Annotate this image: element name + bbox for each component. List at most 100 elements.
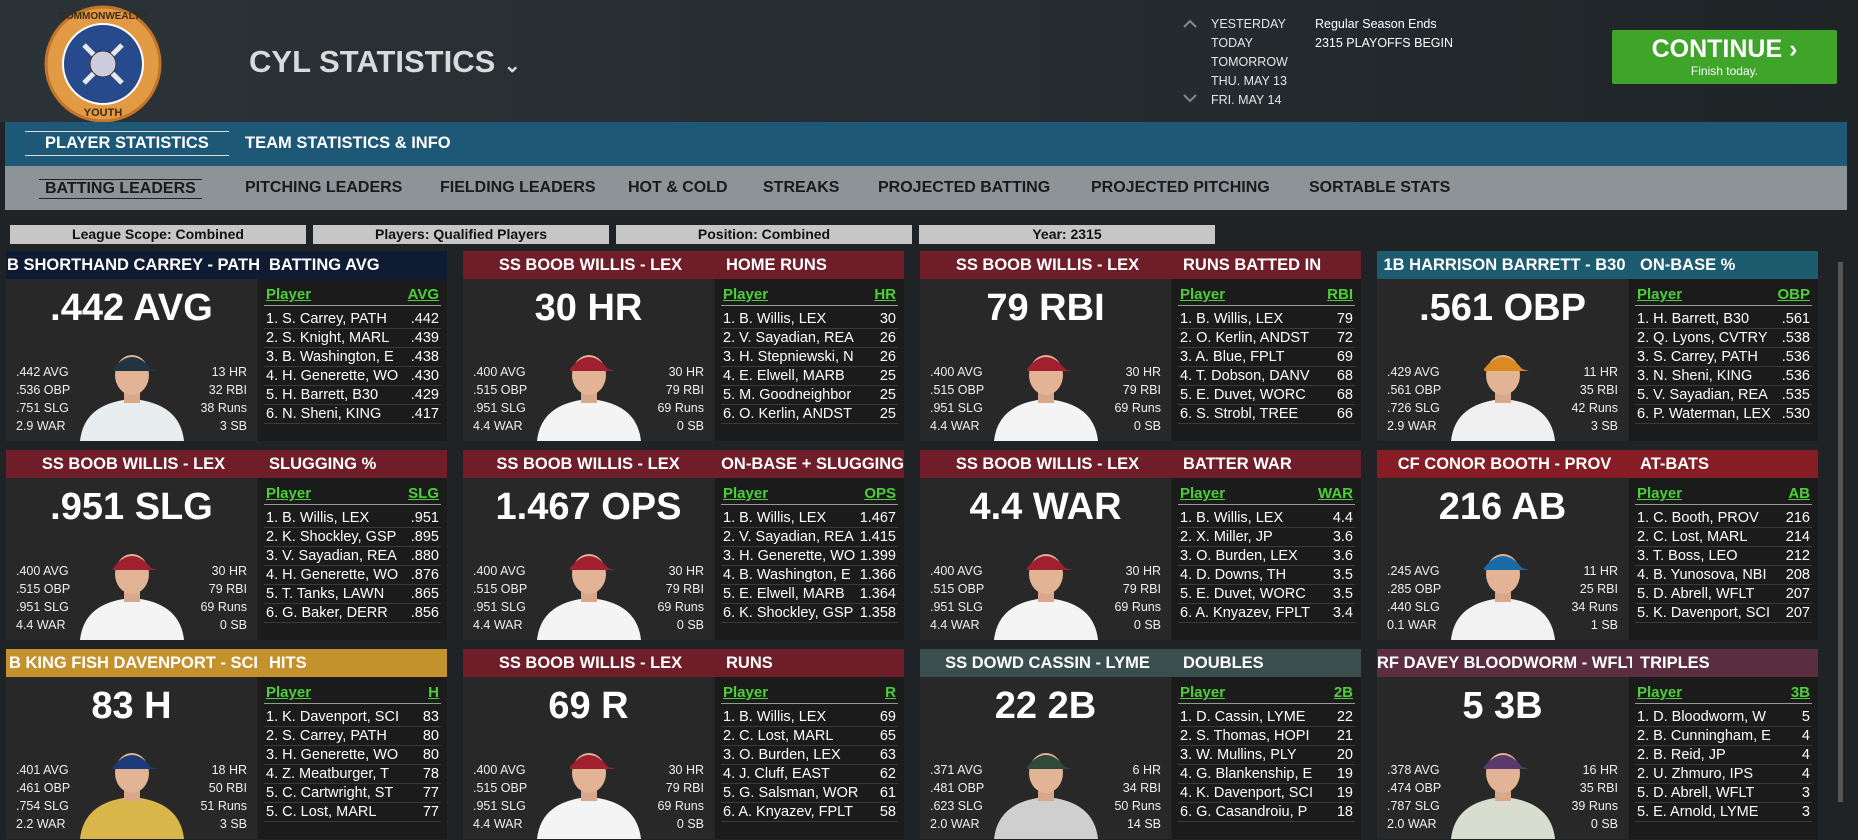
subtab[interactable]: PROJECTED PITCHING — [1091, 179, 1270, 196]
player-name[interactable]: RF DAVEY BLOODWORM - WFLT — [1377, 654, 1632, 672]
leader-row[interactable]: 2. Q. Lyons, CVTRY .538 — [1635, 329, 1812, 348]
leader-name[interactable]: 5. D. Abrell, WFLT — [1637, 785, 1755, 801]
column-header[interactable]: AVG — [407, 286, 439, 303]
leader-row[interactable]: 5. V. Sayadian, REA .535 — [1635, 386, 1812, 405]
leader-name[interactable]: 6. O. Kerlin, ANDST — [723, 406, 852, 422]
leader-name[interactable]: 4. G. Blankenship, E — [1180, 766, 1313, 782]
label[interactable]: CONTINUE — [1651, 35, 1783, 63]
leader-row[interactable]: 1. B. Willis, LEX 1.467 — [721, 509, 898, 528]
player-name[interactable]: SS BOOB WILLIS - LEX — [496, 455, 680, 473]
column-header[interactable]: Player — [1180, 684, 1226, 701]
leader-row[interactable]: 4. H. Generette, WO .430 — [264, 367, 441, 386]
leader-row[interactable]: 2. S. Knight, MARL .439 — [264, 329, 441, 348]
leader-row[interactable]: 3. H. Generette, WO 80 — [264, 746, 441, 765]
date-item[interactable]: TOMORROW — [1211, 55, 1288, 69]
continue-button[interactable]: CONTINUE › Finish today. — [1612, 30, 1837, 84]
leader-row[interactable]: 3. N. Sheni, KING .536 — [1635, 367, 1812, 386]
leader-name[interactable]: 2. C. Lost, MARL — [723, 728, 834, 744]
leader-row[interactable]: 2. S. Thomas, HOPI 21 — [1178, 727, 1355, 746]
leader-name[interactable]: 6. N. Sheni, KING — [266, 406, 382, 422]
leader-name[interactable]: 1. B. Willis, LEX — [723, 709, 827, 725]
leader-row[interactable]: 3. H. Stepniewski, N 26 — [721, 348, 898, 367]
column-header[interactable]: AB — [1788, 485, 1810, 502]
leader-row[interactable]: 1. B. Willis, LEX 79 — [1178, 310, 1355, 329]
subtab[interactable]: FIELDING LEADERS — [440, 179, 596, 196]
column-header[interactable]: Player — [1637, 684, 1683, 701]
column-header[interactable]: R — [885, 684, 896, 701]
player-name[interactable]: SS BOOB WILLIS - LEX — [498, 256, 683, 274]
leader-row[interactable]: 5. H. Barrett, B30 .429 — [264, 386, 441, 405]
leader-row[interactable]: 3. S. Carrey, PATH .536 — [1635, 348, 1812, 367]
leader-row[interactable]: 4. D. Downs, TH 3.5 — [1178, 566, 1355, 585]
leader-name[interactable]: 3. A. Blue, FPLT — [1180, 349, 1285, 365]
column-header[interactable]: Player — [1180, 286, 1226, 303]
player-name[interactable]: B KING FISH DAVENPORT - SCI — [8, 654, 259, 672]
leader-row[interactable]: 6. N. Sheni, KING .417 — [264, 405, 441, 424]
leader-row[interactable]: 3. W. Mullins, PLY 20 — [1178, 746, 1355, 765]
leader-name[interactable]: 4. B. Yunosova, NBI — [1637, 567, 1767, 583]
leader-row[interactable]: 4. B. Washington, E 1.366 — [721, 566, 898, 585]
player-name[interactable]: SS BOOB WILLIS - LEX — [955, 455, 1140, 473]
leader-name[interactable]: 6. A. Knyazev, FPLT — [1180, 605, 1311, 621]
leader-row[interactable]: 4. H. Generette, WO .876 — [264, 566, 441, 585]
column-header[interactable]: 3B — [1790, 684, 1810, 701]
leader-row[interactable]: 3. H. Generette, WO 1.399 — [721, 547, 898, 566]
leader-row[interactable]: 5. D. Abrell, WFLT 3 — [1635, 784, 1812, 803]
leader-name[interactable]: 3. H. Stepniewski, N — [723, 349, 854, 365]
button-sub[interactable]: Finish today. — [1690, 64, 1759, 78]
leader-name[interactable]: 5. M. Goodneighbor — [723, 387, 852, 403]
leader-row[interactable]: 5. M. Goodneighbor 25 — [721, 386, 898, 405]
player-name[interactable]: SS DOWD CASSIN - LYME — [945, 654, 1150, 672]
leader-name[interactable]: 2. B. Cunningham, E — [1637, 728, 1771, 744]
column-header[interactable]: Player — [723, 286, 769, 303]
filter-dropdown[interactable]: League Scope: Combined — [10, 225, 306, 244]
leader-name[interactable]: 5. E. Arnold, LYME — [1637, 804, 1759, 820]
leader-name[interactable]: 2. O. Kerlin, ANDST — [1180, 330, 1309, 346]
subtab[interactable]: PROJECTED BATTING — [878, 179, 1051, 196]
button-label[interactable]: CONTINUE › — [1651, 35, 1798, 63]
leader-name[interactable]: 4. E. Elwell, MARB — [723, 368, 845, 384]
leader-name[interactable]: 6. G. Casandroiu, P — [1180, 804, 1308, 820]
leader-row[interactable]: 2. C. Lost, MARL 214 — [1635, 528, 1812, 547]
leader-name[interactable]: 3. W. Mullins, PLY — [1180, 747, 1297, 763]
leader-name[interactable]: 1. B. Willis, LEX — [723, 510, 827, 526]
player-name[interactable]: SS BOOB WILLIS - LEX — [955, 256, 1140, 274]
leader-name[interactable]: 2. B. Reid, JP — [1637, 747, 1726, 763]
filter-dropdown[interactable]: Players: Qualified Players — [313, 225, 609, 244]
date-item[interactable]: THU. MAY 13 — [1211, 74, 1287, 88]
leader-name[interactable]: 3. O. Burden, LEX — [1180, 548, 1298, 564]
leader-name[interactable]: 4. H. Generette, WO — [266, 567, 399, 583]
leader-row[interactable]: 6. P. Waterman, LEX .530 — [1635, 405, 1812, 424]
leader-row[interactable]: 2. X. Miller, JP 3.6 — [1178, 528, 1355, 547]
column-header[interactable]: WAR — [1318, 485, 1353, 502]
filter-dropdown[interactable]: Year: 2315 — [919, 225, 1215, 244]
leader-row[interactable]: 2. B. Reid, JP 4 — [1635, 746, 1812, 765]
column-header[interactable]: Player — [1180, 485, 1226, 502]
leader-name[interactable]: 5. C. Cartwright, ST — [266, 785, 394, 801]
subtab[interactable]: BATTING LEADERS — [39, 179, 202, 199]
leader-name[interactable]: 3. B. Washington, E — [266, 349, 394, 365]
leader-name[interactable]: 6. S. Strobl, TREE — [1180, 406, 1299, 422]
leader-row[interactable]: 5. E. Arnold, LYME 3 — [1635, 803, 1812, 822]
column-header[interactable]: H — [428, 684, 439, 701]
leader-row[interactable]: 1. S. Carrey, PATH .442 — [264, 310, 441, 329]
tab[interactable]: PLAYER STATISTICS — [25, 132, 229, 156]
leader-name[interactable]: 5. D. Abrell, WFLT — [1637, 586, 1755, 602]
filter-dropdown[interactable]: Position: Combined — [616, 225, 912, 244]
leader-name[interactable]: 4. B. Washington, E — [723, 567, 851, 583]
player-name[interactable]: B SHORTHAND CARREY - PATH — [6, 256, 260, 274]
leader-name[interactable]: 2. U. Zhmuro, IPS — [1637, 766, 1754, 782]
tab[interactable]: TEAM STATISTICS & INFO — [245, 134, 451, 152]
leader-row[interactable]: 3. A. Blue, FPLT 69 — [1178, 348, 1355, 367]
player-name[interactable]: 1B HARRISON BARRETT - B30 — [1383, 256, 1626, 274]
leader-row[interactable]: 4. B. Yunosova, NBI 208 — [1635, 566, 1812, 585]
date-item[interactable]: FRI. MAY 14 — [1211, 93, 1282, 107]
leader-name[interactable]: 5. T. Tanks, LAWN — [266, 586, 385, 602]
leader-row[interactable]: 4. Z. Meatburger, T 78 — [264, 765, 441, 784]
leader-row[interactable]: 1. B. Willis, LEX 4.4 — [1178, 509, 1355, 528]
column-header[interactable]: Player — [723, 684, 769, 701]
subtab[interactable]: SORTABLE STATS — [1309, 179, 1451, 196]
leader-name[interactable]: 5. V. Sayadian, REA — [1637, 387, 1768, 403]
date-item[interactable]: TODAY — [1211, 36, 1253, 50]
leader-name[interactable]: 2. S. Thomas, HOPI — [1180, 728, 1310, 744]
